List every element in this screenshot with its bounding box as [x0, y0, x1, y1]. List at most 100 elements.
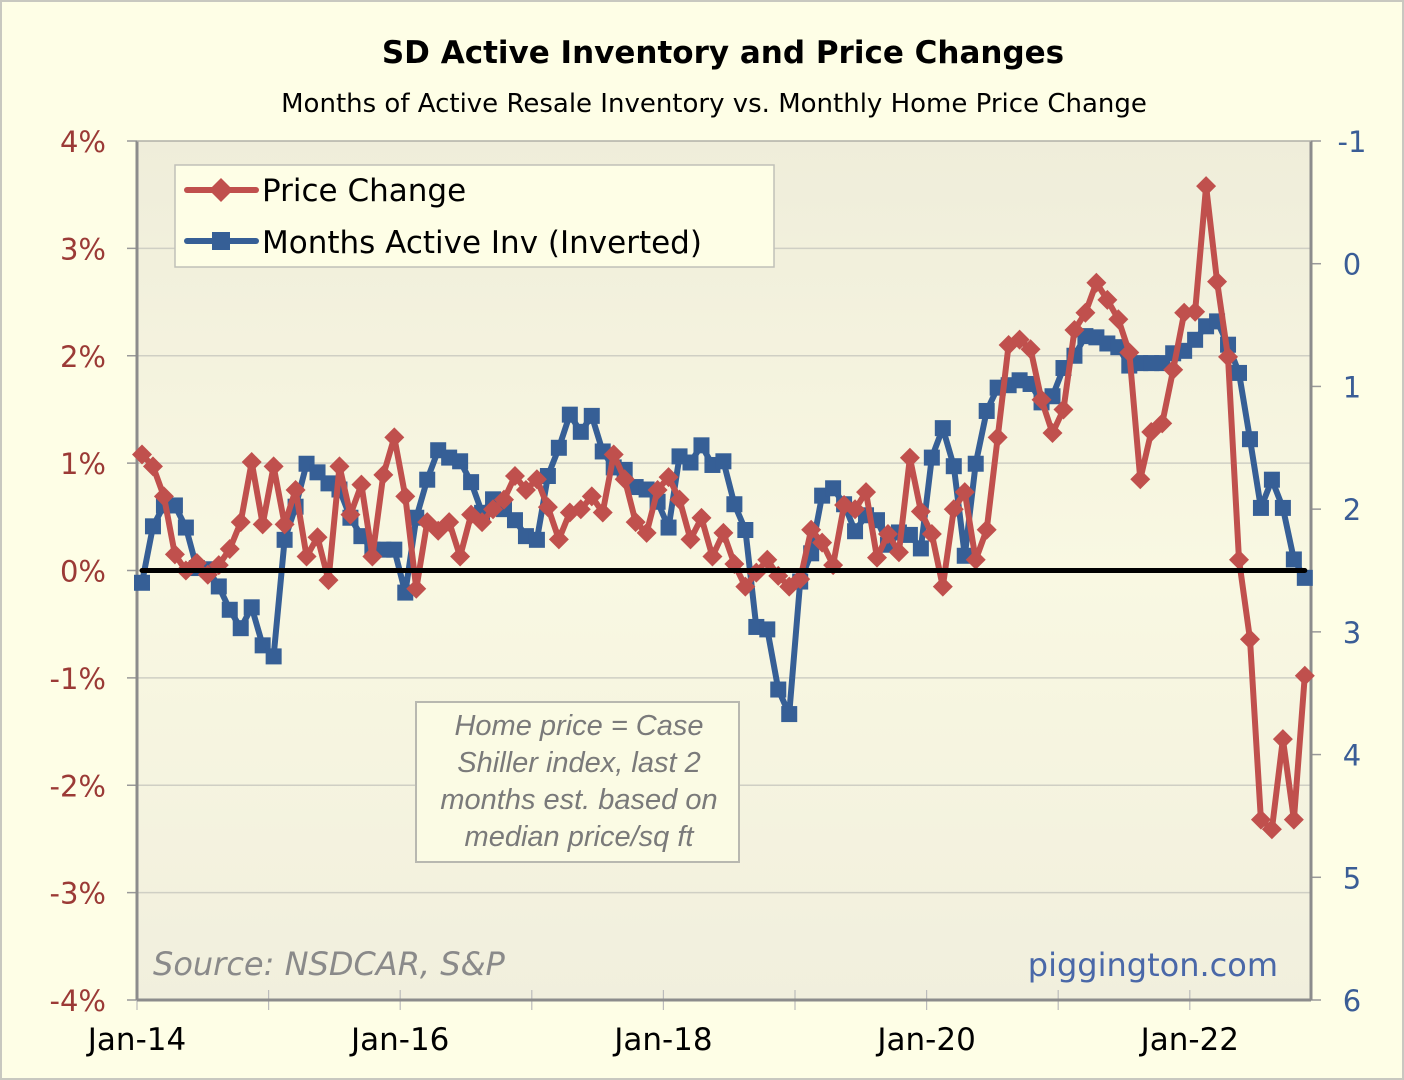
price-point [406, 578, 427, 599]
left-tick-label: 0% [60, 555, 106, 589]
price-point [658, 467, 679, 488]
price-point [142, 456, 163, 477]
price-point [483, 499, 504, 520]
price-point [614, 469, 635, 490]
price-point [680, 529, 701, 550]
inventory-point [583, 407, 600, 424]
inventory-point [265, 648, 282, 665]
left-tick-label: -2% [50, 769, 106, 803]
price-point [581, 486, 602, 507]
price-point [494, 489, 515, 510]
right-tick-label: 3 [1343, 616, 1361, 650]
note-line: months est. based on [440, 784, 717, 816]
price-point [735, 576, 756, 597]
price-point [1196, 176, 1217, 197]
brand-label: piggington.com [1028, 946, 1278, 984]
price-point [757, 549, 778, 570]
inventory-point [528, 531, 545, 548]
source-label: Source: NSDCAR, S&P [153, 945, 506, 983]
price-point [603, 444, 624, 465]
price-point [910, 501, 931, 522]
price-point [856, 482, 877, 503]
inventory-point [177, 519, 194, 536]
price-point [987, 427, 1008, 448]
price-point [1294, 665, 1315, 686]
diamond-marker-icon [209, 178, 233, 202]
price-point [526, 469, 547, 490]
price-point [230, 512, 251, 533]
inventory-point [912, 540, 929, 557]
price-point [965, 549, 986, 570]
price-point [801, 519, 822, 540]
price-point [702, 546, 723, 567]
price-point [625, 512, 646, 533]
inventory-point [781, 706, 798, 723]
price-point [450, 546, 471, 567]
note-line: Home price = Case [454, 710, 703, 742]
note-box-border [415, 701, 740, 863]
inventory-point [682, 454, 699, 471]
price-point [439, 512, 460, 533]
inventory-point [276, 531, 293, 548]
legend-item-price-change: Price Change [184, 173, 466, 209]
inventory-point [1252, 499, 1269, 516]
price-point [812, 532, 833, 553]
left-tick-label: -3% [50, 877, 106, 911]
price-point [263, 456, 284, 477]
inventory-point [221, 601, 238, 618]
inventory-point [825, 480, 842, 497]
price-point [241, 452, 262, 473]
price-point [164, 544, 185, 565]
price-point [1042, 423, 1063, 444]
price-point [790, 569, 811, 590]
price-point [307, 527, 328, 548]
inventory-point [715, 453, 732, 470]
inventory-point [419, 471, 436, 488]
inventory-point [463, 474, 480, 491]
price-point [1239, 629, 1260, 650]
price-point [1218, 346, 1239, 367]
inventory-point [638, 481, 655, 498]
price-point [691, 507, 712, 528]
price-point [1053, 399, 1074, 420]
chart-title: SD Active Inventory and Price Changes [382, 35, 1064, 71]
x-tick-label: Jan-18 [612, 1022, 712, 1058]
inventory-point [901, 526, 918, 543]
inventory-point [923, 449, 940, 466]
price-point [132, 444, 152, 465]
legend-box [174, 164, 775, 268]
price-point [274, 514, 295, 535]
inventory-point [561, 406, 578, 423]
price-point [537, 497, 558, 518]
inventory-point [452, 453, 469, 470]
price-point [504, 466, 525, 487]
right-tick-label: 6 [1343, 984, 1361, 1018]
left-tick-label: 1% [60, 447, 106, 481]
price-point [888, 542, 909, 563]
chart-subtitle: Months of Active Resale Inventory vs. Mo… [281, 89, 1147, 119]
inventory-point [1296, 569, 1313, 586]
price-point [1185, 301, 1206, 322]
legend-item-months-inventory: Months Active Inv (Inverted) [184, 225, 702, 261]
inventory-point [232, 620, 249, 637]
price-point [285, 479, 306, 500]
inventory-point [1187, 331, 1204, 348]
inventory-point [1285, 551, 1302, 568]
price-point [845, 499, 866, 520]
inventory-point [847, 523, 864, 540]
price-point [877, 523, 898, 544]
price-point [954, 482, 975, 503]
price-point [669, 489, 690, 510]
price-point [943, 499, 964, 520]
price-point [395, 486, 416, 507]
inventory-point [737, 522, 754, 539]
price-point [1130, 469, 1151, 490]
price-point [1152, 413, 1173, 434]
price-point [1064, 319, 1085, 340]
price-point [1108, 309, 1129, 330]
price-point [384, 427, 405, 448]
right-axis-tick-labels: -1 0 1 2 3 4 5 6 [1338, 125, 1367, 1018]
inventory-point [1274, 499, 1291, 516]
price-point [1163, 359, 1184, 380]
inventory-point [759, 621, 776, 638]
